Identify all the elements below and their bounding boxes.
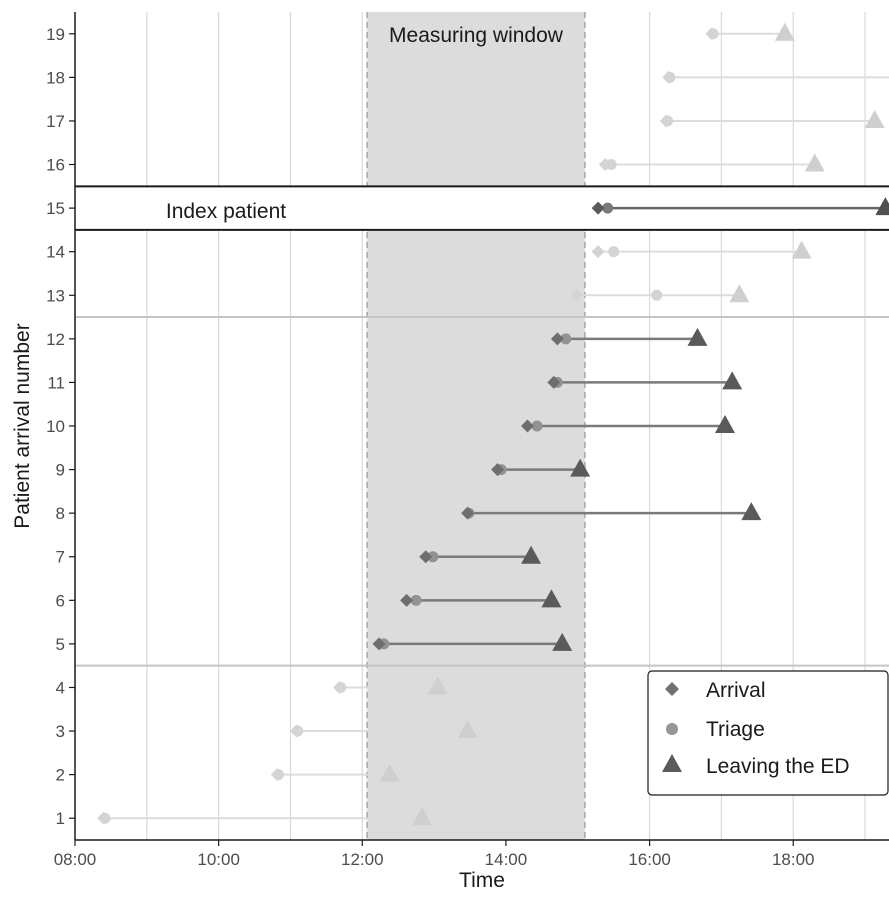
index-patient-label: Index patient [166, 200, 286, 223]
measuring-window-label: Measuring window [389, 24, 564, 47]
patient-8-arrival-diamond [461, 506, 475, 520]
legend: Arrival Triage Leaving the ED [647, 670, 889, 796]
x-axis-ticks: 08:00 10:00 12:00 14:00 16:00 18:00 [54, 840, 815, 869]
patient-14-leave-triangle [791, 240, 812, 259]
patient-15-arrival-diamond [591, 201, 605, 215]
patient-15-leave-triangle [875, 197, 889, 216]
y-tick-label: 16 [46, 156, 65, 175]
x-tick-label: 10:00 [197, 850, 240, 869]
patient-5-leave-triangle [552, 632, 573, 651]
patient-10-arrival-diamond [520, 419, 534, 433]
legend-label-leaving: Leaving the ED [706, 755, 850, 778]
y-tick-label: 12 [46, 330, 65, 349]
patient-6-arrival-diamond [400, 593, 414, 607]
patient-10-triage-circle [531, 420, 543, 432]
patient-11-leave-triangle [722, 371, 743, 390]
patient-15-triage-circle [602, 202, 614, 214]
patient-1-arrival-diamond [97, 811, 111, 825]
patient-13-triage-circle [651, 289, 663, 301]
legend-diamond-icon [665, 682, 679, 696]
patient-6-leave-triangle [541, 589, 562, 608]
x-tick-label: 08:00 [54, 850, 97, 869]
x-tick-label: 18:00 [772, 850, 815, 869]
patient-5-arrival-diamond [372, 637, 386, 651]
patient-4-leave-triangle [427, 676, 448, 695]
patient-2-leave-triangle [379, 763, 400, 782]
patient-17-arrival-diamond [659, 114, 673, 128]
legend-box [647, 670, 889, 796]
patient-7-arrival-diamond [419, 550, 433, 564]
y-tick-label: 3 [56, 722, 65, 741]
x-tick-label: 12:00 [341, 850, 384, 869]
patient-14-arrival-diamond [591, 245, 605, 259]
legend-triangle-icon [662, 754, 682, 772]
legend-circle-icon [666, 723, 678, 735]
x-axis-title: Time [459, 869, 505, 892]
y-tick-label: 19 [46, 25, 65, 44]
patient-9-arrival-diamond [491, 463, 505, 477]
y-tick-label: 8 [56, 504, 65, 523]
patient-8-leave-triangle [741, 502, 762, 521]
y-tick-label: 13 [46, 286, 65, 305]
patient-3-leave-triangle [457, 720, 478, 739]
legend-label-arrival: Arrival [706, 679, 766, 702]
patient-7-triage-circle [427, 551, 439, 563]
patient-12-triage-circle [560, 333, 572, 345]
patient-19-arrival-diamond [705, 27, 719, 41]
patient-11-arrival-diamond [547, 375, 561, 389]
y-tick-label: 11 [47, 373, 65, 392]
patient-4-arrival-diamond [333, 680, 347, 694]
patient-13-leave-triangle [729, 284, 750, 303]
y-tick-label: 6 [56, 591, 65, 610]
y-tick-label: 15 [46, 199, 65, 218]
patient-14-triage-circle [608, 246, 620, 258]
patient-3-arrival-diamond [289, 724, 303, 738]
patient-13-arrival-diamond [570, 288, 584, 302]
patient-12-arrival-diamond [550, 332, 564, 346]
y-tick-label: 14 [46, 243, 65, 262]
patient-16-leave-triangle [804, 153, 825, 172]
group-separators [75, 316, 889, 667]
x-tick-label: 14:00 [485, 850, 528, 869]
patient-marks [97, 22, 889, 826]
patient-7-leave-triangle [521, 545, 542, 564]
legend-label-triage: Triage [706, 718, 765, 741]
y-tick-label: 2 [56, 766, 65, 785]
patient-1-leave-triangle [412, 807, 433, 826]
patient-16-arrival-diamond [598, 158, 612, 172]
patient-18-arrival-diamond [662, 70, 676, 84]
y-tick-label: 4 [56, 678, 65, 697]
patient-9-leave-triangle [570, 458, 591, 477]
y-tick-label: 17 [46, 112, 65, 131]
y-tick-label: 9 [56, 461, 65, 480]
patient-6-triage-circle [410, 594, 422, 606]
y-tick-label: 1 [56, 809, 65, 828]
x-tick-label: 16:00 [628, 850, 671, 869]
y-tick-label: 7 [56, 548, 65, 567]
y-axis-title: Patient arrival number [11, 323, 34, 528]
patient-12-leave-triangle [687, 327, 708, 346]
patient-19-leave-triangle [774, 22, 795, 41]
y-tick-label: 5 [56, 635, 65, 654]
patient-2-arrival-diamond [270, 768, 284, 782]
y-tick-label: 10 [46, 417, 65, 436]
y-tick-label: 18 [46, 68, 65, 87]
patient-10-leave-triangle [715, 415, 736, 433]
patient-17-leave-triangle [864, 109, 885, 128]
